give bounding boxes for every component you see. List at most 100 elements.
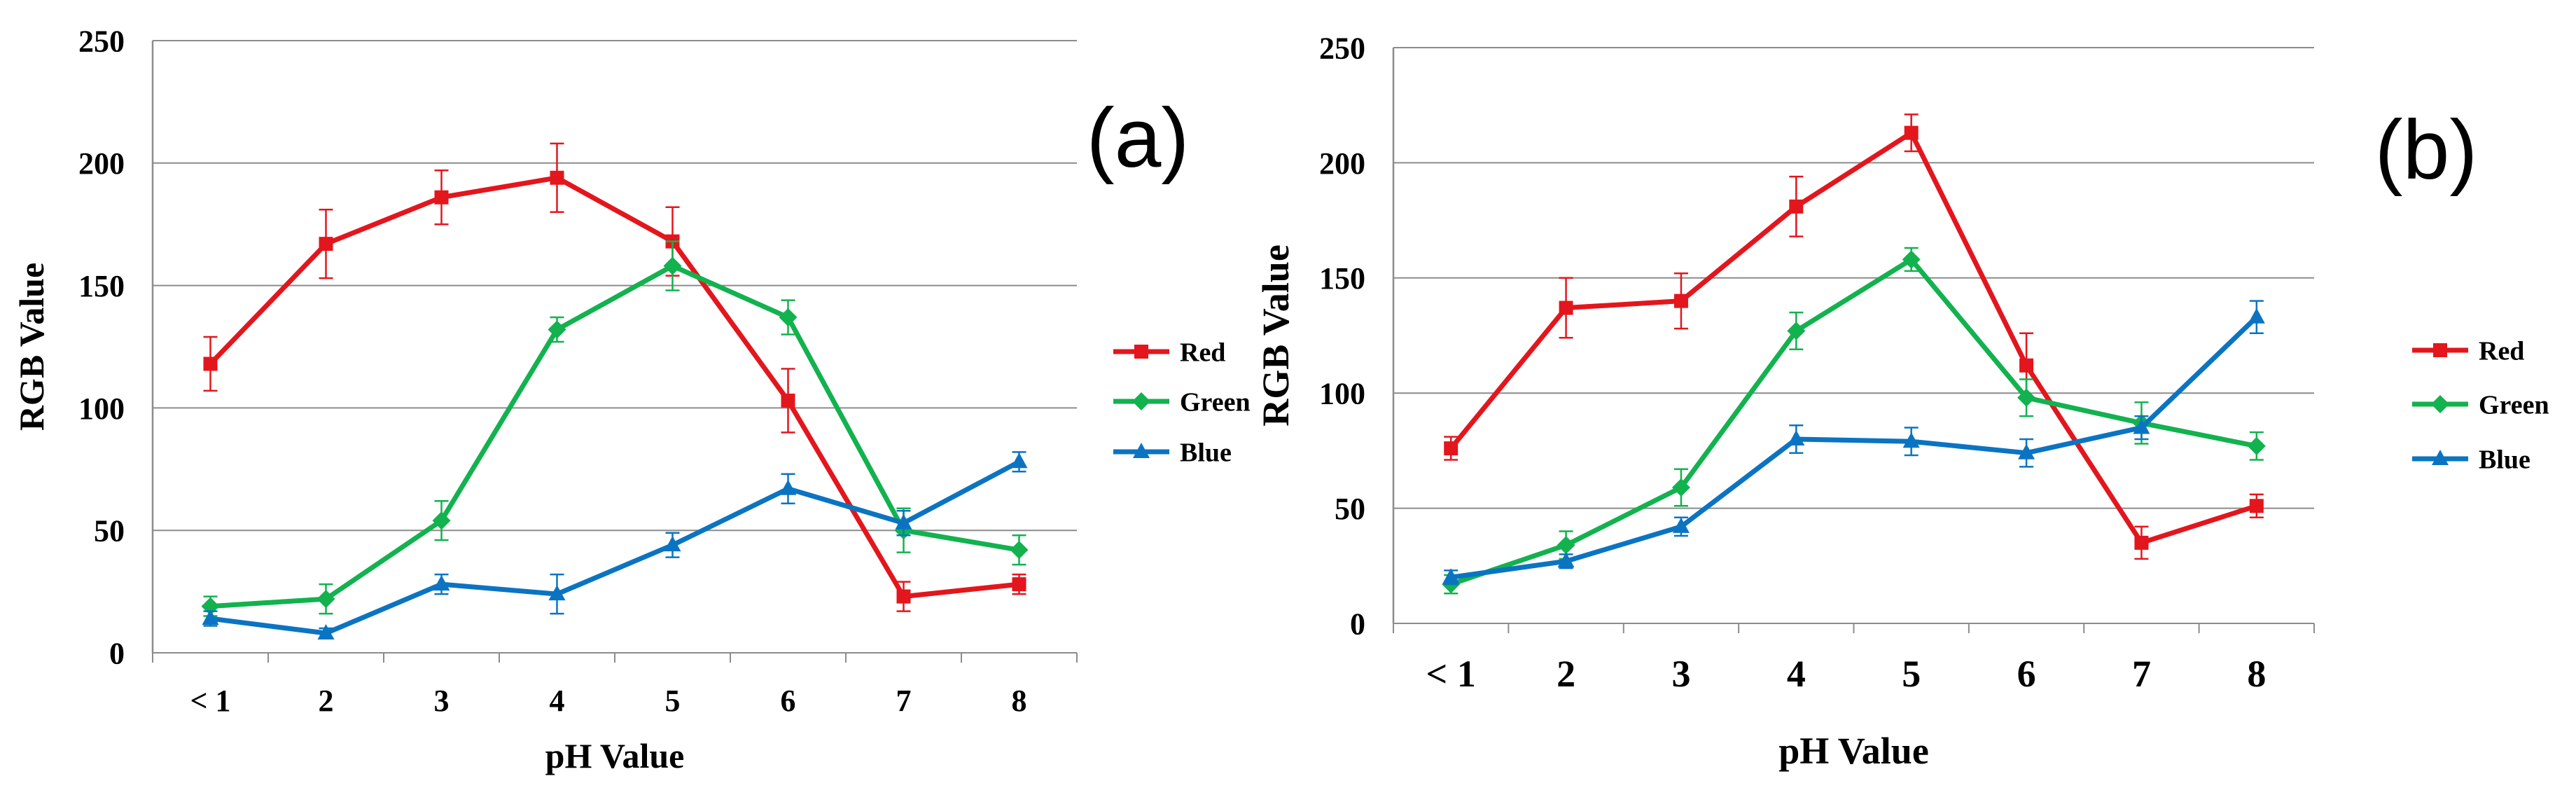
- x-tick-label-7: 7: [2132, 653, 2151, 695]
- series-line-green: [1450, 256, 2257, 587]
- data-point-blue-1: [1442, 568, 1460, 584]
- x-tick-label-4: 4: [1787, 653, 1806, 695]
- y-tick-label-100: 100: [78, 392, 125, 426]
- data-point-blue-6: [779, 479, 797, 495]
- y-tick-label-0: 0: [1350, 607, 1365, 641]
- data-point-red-6: [781, 393, 795, 408]
- data-point-green-2: [1557, 536, 1575, 555]
- y-axis-title: RGB Value: [1255, 244, 1297, 427]
- data-point-red-6: [2019, 358, 2034, 373]
- data-point-red-5: [1904, 125, 1919, 140]
- legend-label-red: Red: [2479, 336, 2524, 366]
- x-axis-title: pH Value: [1778, 730, 1929, 772]
- x-tick-label-5: 5: [665, 684, 681, 718]
- legend-marker-red: [2433, 343, 2447, 357]
- panel-label: (a): [1087, 91, 1190, 185]
- series-green: [201, 240, 1029, 617]
- data-point-red-2: [319, 237, 333, 251]
- data-point-red-7: [896, 589, 911, 604]
- y-axis-title: RGB Value: [12, 263, 51, 431]
- y-tick-label-0: 0: [109, 636, 125, 670]
- legend-label-green: Green: [1180, 387, 1251, 417]
- data-point-blue-8: [1010, 452, 1028, 469]
- x-tick-label-7: 7: [896, 684, 912, 718]
- data-point-red-1: [1444, 441, 1458, 456]
- y-tick-label-150: 150: [1319, 261, 1365, 296]
- data-point-blue-2: [317, 624, 335, 640]
- chart-panel-b: 0 50 100 150 200 250 < 1 2 3 4 5 6 7 8 pH Value RGB Val…: [1255, 31, 2549, 772]
- data-point-green-8: [2247, 436, 2266, 455]
- series-line-red: [208, 175, 1019, 600]
- data-point-blue-4: [548, 585, 566, 601]
- data-point-blue-1: [202, 609, 219, 625]
- data-point-green-4: [548, 320, 566, 339]
- x-tick-label-2: 2: [1557, 653, 1575, 695]
- data-point-blue-2: [1557, 552, 1575, 568]
- series-red: [1444, 113, 2264, 560]
- legend-marker-blue: [1133, 443, 1150, 458]
- y-tick-label-50: 50: [1335, 492, 1365, 526]
- x-tick-label-3: 3: [1671, 653, 1690, 695]
- data-point-blue-7: [895, 513, 912, 530]
- data-point-green-8: [1010, 541, 1029, 560]
- x-tick-label-6: 6: [2017, 653, 2036, 695]
- legend-marker-green: [2431, 395, 2449, 413]
- y-tick-label-200: 200: [78, 146, 125, 181]
- series-line-blue: [210, 459, 1021, 636]
- data-point-green-3: [1671, 478, 1690, 497]
- data-point-red-4: [550, 170, 564, 185]
- data-point-green-6: [2017, 388, 2036, 407]
- data-point-blue-7: [2133, 418, 2150, 434]
- data-point-red-4: [1789, 199, 1804, 214]
- legend-label-blue: Blue: [2479, 445, 2530, 474]
- data-point-blue-3: [1672, 517, 1690, 533]
- x-tick-label-1: < 1: [190, 684, 230, 718]
- x-tick-label-5: 5: [1902, 653, 1921, 695]
- legend-marker-green: [1132, 392, 1150, 410]
- data-point-blue-5: [1902, 432, 1920, 448]
- y-tick-label-100: 100: [1319, 377, 1365, 411]
- data-point-green-5: [1902, 250, 1921, 269]
- legend-label-blue: Blue: [1180, 438, 1232, 467]
- x-axis-title: pH Value: [545, 736, 685, 775]
- legend: Red Green Blue: [2412, 336, 2549, 474]
- data-point-blue-6: [2018, 443, 2035, 459]
- chart-panel-a: 0 50 100 150 200 250 < 1 2 3 4 5 6 7 8 pH Value RGB Val…: [12, 24, 1251, 775]
- x-tick-label-6: 6: [781, 684, 796, 718]
- y-tick-label-50: 50: [94, 514, 125, 548]
- y-tick-label-250: 250: [78, 24, 125, 58]
- y-tick-label-150: 150: [78, 269, 125, 303]
- data-point-red-8: [2249, 499, 2264, 513]
- data-point-red-8: [1012, 577, 1026, 592]
- series-line-green: [210, 263, 1020, 609]
- data-point-red-7: [2134, 535, 2149, 550]
- legend-label-green: Green: [2479, 390, 2549, 420]
- series-line-red: [1449, 130, 2257, 546]
- data-point-red-3: [434, 190, 449, 205]
- legend-marker-blue: [2432, 450, 2449, 465]
- series-blue: [1442, 300, 2265, 586]
- x-tick-label-1: < 1: [1426, 653, 1476, 695]
- panel-label: (b): [2375, 103, 2478, 197]
- data-point-green-6: [779, 308, 798, 327]
- legend-label-red: Red: [1180, 338, 1225, 367]
- data-point-green-2: [316, 590, 335, 609]
- data-point-blue-3: [433, 575, 450, 591]
- data-point-red-1: [203, 357, 218, 371]
- x-tick-label-4: 4: [550, 684, 565, 718]
- data-point-green-5: [663, 256, 682, 275]
- data-point-red-2: [1559, 300, 1573, 315]
- x-tick-label-2: 2: [319, 684, 334, 718]
- data-point-red-3: [1673, 293, 1688, 308]
- x-tick-label-3: 3: [434, 684, 450, 718]
- series-blue: [202, 451, 1028, 640]
- x-tick-label-8: 8: [1012, 684, 1027, 718]
- x-tick-label-8: 8: [2247, 653, 2266, 695]
- data-point-blue-5: [664, 536, 681, 552]
- legend-marker-red: [1134, 345, 1148, 359]
- y-tick-label-200: 200: [1319, 146, 1365, 181]
- series-line-blue: [1450, 315, 2259, 580]
- data-point-green-3: [432, 511, 451, 530]
- legend: Red Green Blue: [1113, 338, 1251, 467]
